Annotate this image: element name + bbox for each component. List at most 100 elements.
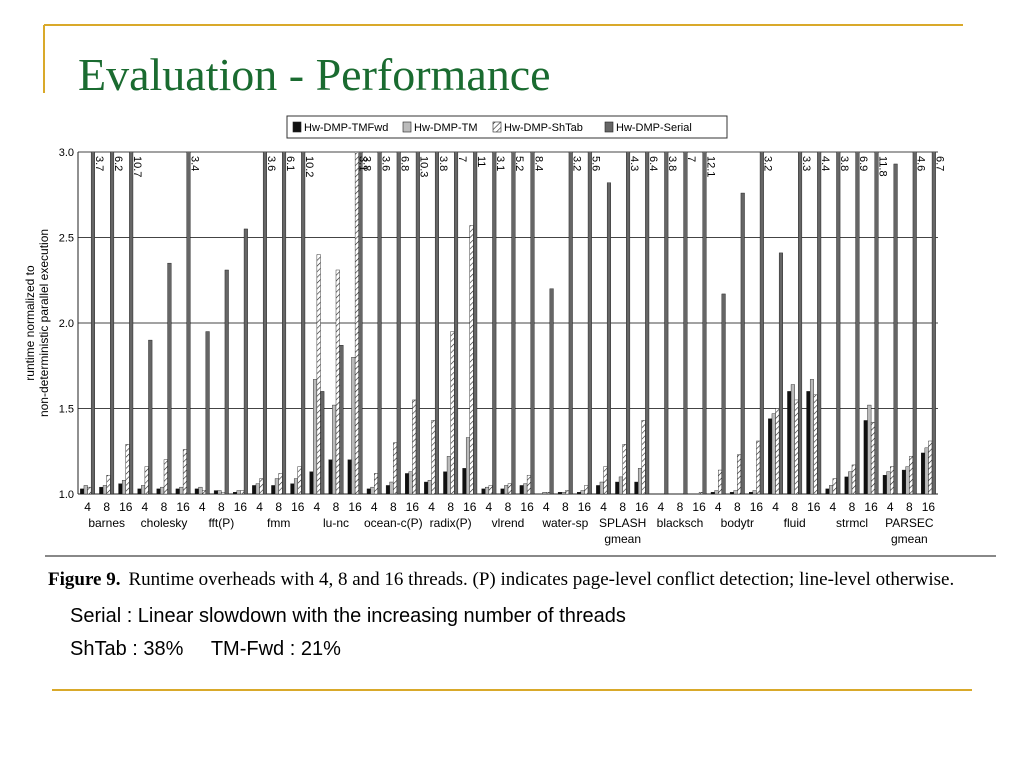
bar	[740, 192, 745, 495]
bar	[752, 490, 757, 495]
group-label: ocean-c(P)	[364, 516, 423, 530]
y-tick-label: 1.5	[59, 404, 74, 416]
bar	[710, 492, 715, 495]
bar	[118, 483, 123, 495]
bar	[182, 449, 187, 495]
data-label: 6.4	[647, 156, 659, 171]
bar	[721, 293, 726, 495]
data-label: 3.6	[379, 156, 391, 171]
bar	[836, 152, 841, 495]
bar	[886, 471, 891, 495]
group-label: gmean	[604, 532, 641, 546]
x-tick-label: 4	[658, 500, 665, 514]
group-label: water-sp	[541, 516, 588, 530]
bar	[144, 466, 149, 495]
bar	[194, 488, 199, 495]
group-label: fft(P)	[208, 516, 234, 530]
bar	[233, 492, 238, 495]
legend-swatch	[492, 121, 502, 133]
bar	[606, 182, 611, 495]
bar	[198, 486, 203, 495]
bar	[909, 456, 914, 495]
x-tick-label: 16	[406, 500, 420, 514]
x-tick-label: 4	[486, 500, 493, 514]
bar	[148, 339, 153, 495]
bar	[749, 492, 754, 495]
y-axis-label: runtime normalized to	[23, 265, 37, 381]
x-tick-label: 8	[906, 500, 913, 514]
bar	[507, 483, 512, 495]
legend-label: Hw-DMP-Serial	[616, 122, 692, 134]
bar	[393, 442, 398, 495]
bar	[462, 468, 467, 495]
bar	[262, 152, 267, 495]
x-tick-label: 8	[849, 500, 856, 514]
data-label: 6.7	[934, 156, 946, 171]
bar	[90, 152, 95, 495]
bar	[224, 269, 229, 495]
figure-label: Figure 9.	[48, 569, 120, 590]
bar	[186, 152, 191, 495]
bar	[584, 485, 589, 495]
legend-label: Hw-DMP-TM	[414, 122, 478, 134]
bar	[408, 471, 413, 495]
bar	[125, 444, 130, 495]
bar	[542, 492, 547, 495]
bar	[137, 488, 142, 495]
legend-box	[286, 115, 728, 139]
bar	[179, 486, 184, 495]
x-tick-label: 4	[84, 500, 91, 514]
data-label: 3.8	[360, 156, 372, 171]
bar	[465, 437, 470, 495]
bar	[427, 480, 432, 495]
x-tick-label: 8	[161, 500, 168, 514]
bar	[309, 471, 314, 495]
legend-swatch	[604, 121, 614, 133]
data-label: 3.8	[666, 156, 678, 171]
bar	[301, 152, 306, 495]
x-tick-label: 8	[734, 500, 741, 514]
bar	[790, 384, 795, 495]
bar	[481, 488, 486, 495]
bar	[618, 476, 623, 495]
x-tick-label: 16	[119, 500, 133, 514]
data-label: 10.3	[418, 156, 430, 177]
x-tick-label: 16	[864, 500, 878, 514]
y-tick-label: 2.5	[59, 233, 74, 245]
bar	[488, 485, 493, 495]
bar	[110, 152, 115, 495]
bar	[829, 485, 834, 495]
bar	[603, 466, 608, 495]
data-label: 12.1	[704, 156, 716, 177]
bar	[523, 483, 528, 495]
data-label: 11.8	[876, 156, 888, 177]
x-tick-label: 4	[887, 500, 894, 514]
x-tick-label: 4	[600, 500, 607, 514]
bar	[526, 474, 531, 495]
bar	[282, 152, 287, 495]
x-tick-label: 8	[275, 500, 282, 514]
bar	[385, 485, 390, 495]
bar	[316, 254, 321, 495]
y-tick-label: 3.0	[59, 147, 74, 159]
bar	[768, 418, 773, 495]
caption-text: Runtime overheads with 4, 8 and 16 threa…	[128, 569, 954, 590]
bar	[335, 269, 340, 495]
data-label: 4.3	[628, 156, 640, 171]
bar	[217, 490, 222, 495]
bar	[485, 486, 490, 495]
bar	[469, 225, 474, 495]
group-label: gmean	[891, 532, 928, 546]
bar	[358, 152, 363, 495]
data-label: 3.2	[571, 156, 583, 171]
bar	[905, 466, 910, 495]
data-label: 5.2	[513, 156, 525, 171]
x-tick-label: 16	[807, 500, 821, 514]
bar	[890, 466, 895, 495]
bar	[596, 485, 601, 495]
bar	[626, 152, 631, 495]
plot-area	[80, 152, 936, 495]
bar	[313, 379, 318, 495]
bar	[664, 152, 669, 495]
